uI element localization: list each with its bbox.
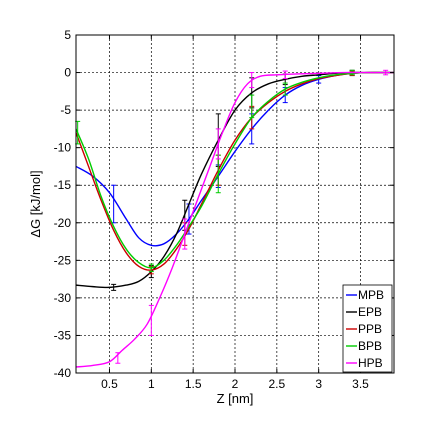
x-axis-label: Z [nm] [217,391,254,406]
x-tick-label: 3.5 [352,377,369,391]
y-tick-label: -5 [60,103,71,117]
y-tick-label: -30 [54,291,72,305]
x-tick-label: 2 [232,377,239,391]
legend-label-hpb: HPB [358,356,383,370]
legend-label-ppb: PPB [358,322,382,336]
series-line-hpb [75,71,394,368]
series-layer [75,69,394,368]
y-tick-label: -35 [54,328,72,342]
legend-label-mpb: MPB [358,288,384,302]
x-tick-label: 3 [315,377,322,391]
y-tick-label: 5 [64,28,71,42]
y-tick-label: -10 [54,141,72,155]
y-tick-label: -40 [54,366,72,380]
x-tick-label: 1.5 [185,377,202,391]
y-tick-label: -25 [54,253,72,267]
y-tick-label: 0 [64,66,71,80]
y-tick-label: -20 [54,216,72,230]
x-tick-label: 1 [148,377,155,391]
series-bpb [75,69,394,273]
legend-label-epb: EPB [358,305,382,319]
legend-label-bpb: BPB [358,339,382,353]
y-axis-label: ΔG [kJ/mol] [28,170,43,237]
series-hpb [75,69,394,368]
y-tick-label: -15 [54,178,72,192]
x-tick-label: 0.5 [101,377,118,391]
x-tick-label: 2.5 [268,377,285,391]
legend: MPB EPB PPB BPB HPB [342,284,393,373]
